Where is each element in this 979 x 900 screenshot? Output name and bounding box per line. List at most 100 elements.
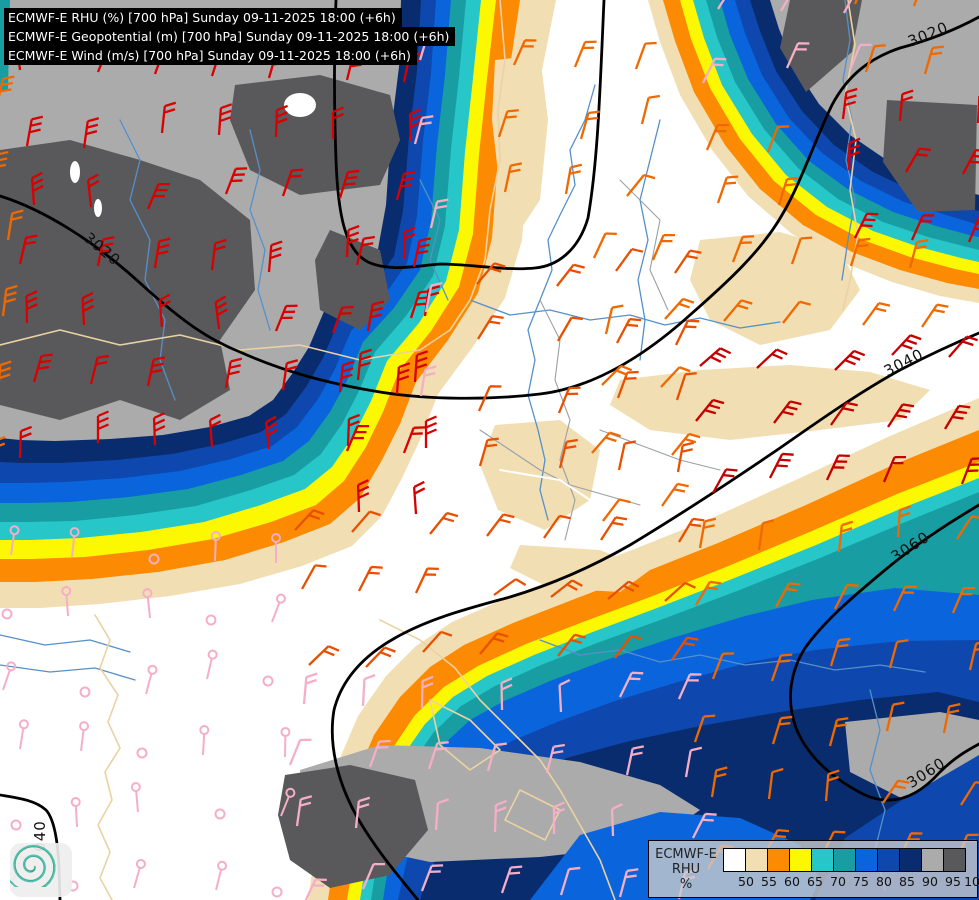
wind-barb-glyph xyxy=(848,43,872,71)
wind-barb xyxy=(427,741,449,770)
wind-barb-glyph xyxy=(885,701,905,732)
wind-barb-glyph xyxy=(767,767,784,800)
wind-barb xyxy=(967,215,979,243)
wind-barb xyxy=(152,412,166,446)
calm-staff xyxy=(280,796,290,817)
wind-barb xyxy=(625,745,645,776)
wind-barb-glyph xyxy=(557,316,583,342)
wind-barb xyxy=(615,248,644,272)
calm-circle xyxy=(6,661,17,672)
calm-staff xyxy=(10,534,15,556)
wind-barb xyxy=(146,182,170,210)
wind-barb-glyph xyxy=(500,865,523,894)
calm-staff xyxy=(133,867,141,889)
wind-barb xyxy=(493,799,508,833)
calm-circle xyxy=(262,675,274,687)
border-line xyxy=(379,619,616,900)
wind-barb-glyph xyxy=(640,94,660,125)
legend-tick: 90 xyxy=(922,874,938,889)
wind-barb-glyph xyxy=(500,677,513,711)
wind-barb xyxy=(429,198,449,229)
wind-barb-glyph xyxy=(18,425,33,459)
wind-barb xyxy=(664,297,695,320)
wind-barb-glyph xyxy=(698,517,717,549)
river-line xyxy=(637,119,661,361)
wind-barb-glyph xyxy=(477,314,504,340)
wind-barb xyxy=(81,291,95,326)
wind-barb-glyph xyxy=(331,305,354,334)
calm-circle xyxy=(70,797,81,808)
legend-tick: 50 xyxy=(738,874,754,889)
wind-barb xyxy=(503,162,523,193)
wind-barb-glyph xyxy=(160,101,177,134)
wind-barb-glyph xyxy=(338,169,360,199)
wind-barb-glyph xyxy=(408,108,422,142)
calm-wind-symbol xyxy=(206,649,218,680)
wind-barb xyxy=(338,169,360,199)
wind-barb xyxy=(711,468,738,494)
wind-barb-glyph xyxy=(695,398,725,422)
title-rhu: ECMWF-E RHU (%) [700 hPa] Sunday 09-11-2… xyxy=(4,8,402,27)
wind-barb xyxy=(559,866,581,896)
wind-barb xyxy=(477,314,504,340)
wind-barb xyxy=(921,303,949,328)
wind-barb-glyph xyxy=(579,110,600,140)
wind-barb xyxy=(512,39,537,66)
wind-barb xyxy=(773,400,802,424)
wind-barb-glyph xyxy=(785,42,810,69)
calm-wind-symbol xyxy=(1,608,13,620)
wind-barb-glyph xyxy=(675,372,697,401)
wind-barb xyxy=(617,440,637,471)
wind-barb-glyph xyxy=(634,41,657,70)
wind-barb-glyph xyxy=(558,438,578,469)
calm-staff xyxy=(2,669,11,691)
legend-swatch xyxy=(878,848,900,872)
wind-barb-glyph xyxy=(756,348,788,369)
calm-circle xyxy=(130,782,141,793)
calm-wind-symbol xyxy=(61,586,72,617)
wind-barb xyxy=(592,232,617,259)
wind-barb-glyph xyxy=(288,738,312,766)
wind-barb xyxy=(660,366,691,388)
spiral-logo xyxy=(10,843,72,897)
wind-barb-glyph xyxy=(834,349,866,371)
wind-barb xyxy=(757,519,775,551)
wind-barb-glyph xyxy=(274,304,298,332)
wind-barb xyxy=(500,865,523,894)
wind-barb-glyph xyxy=(345,225,360,258)
wind-barb-glyph xyxy=(757,519,775,551)
calm-staff xyxy=(19,728,25,750)
wind-barb-glyph xyxy=(961,149,979,175)
wind-barb xyxy=(905,147,931,173)
wind-barb-glyph xyxy=(302,672,318,705)
wind-barb xyxy=(402,226,416,260)
wind-barb xyxy=(486,742,507,772)
wind-barb-glyph xyxy=(265,415,279,450)
wind-barb-glyph xyxy=(882,455,906,483)
wind-barb-glyph xyxy=(723,299,753,322)
wind-barb xyxy=(556,263,585,287)
wind-barb xyxy=(768,452,794,479)
calm-circle xyxy=(79,721,90,732)
wind-barb-glyph xyxy=(908,239,929,269)
wind-barb-glyph xyxy=(478,437,499,467)
wind-barb-glyph xyxy=(771,715,793,745)
lake xyxy=(70,161,80,183)
wind-barb-glyph xyxy=(942,702,961,734)
wind-barb-glyph xyxy=(615,248,644,272)
wind-barb xyxy=(420,864,444,892)
wind-barb-glyph xyxy=(0,75,15,106)
wind-barb xyxy=(545,743,565,774)
wind-barb xyxy=(601,364,633,386)
wind-barb-glyph xyxy=(601,364,633,386)
rh-95-100-patch xyxy=(315,230,390,330)
wind-barb xyxy=(716,175,739,204)
wind-barb-glyph xyxy=(0,150,9,182)
wind-barb xyxy=(684,746,703,778)
wind-barb xyxy=(842,0,869,14)
wind-barb-glyph xyxy=(677,673,702,700)
calm-wind-symbol xyxy=(18,719,29,750)
wind-barb xyxy=(829,637,851,667)
